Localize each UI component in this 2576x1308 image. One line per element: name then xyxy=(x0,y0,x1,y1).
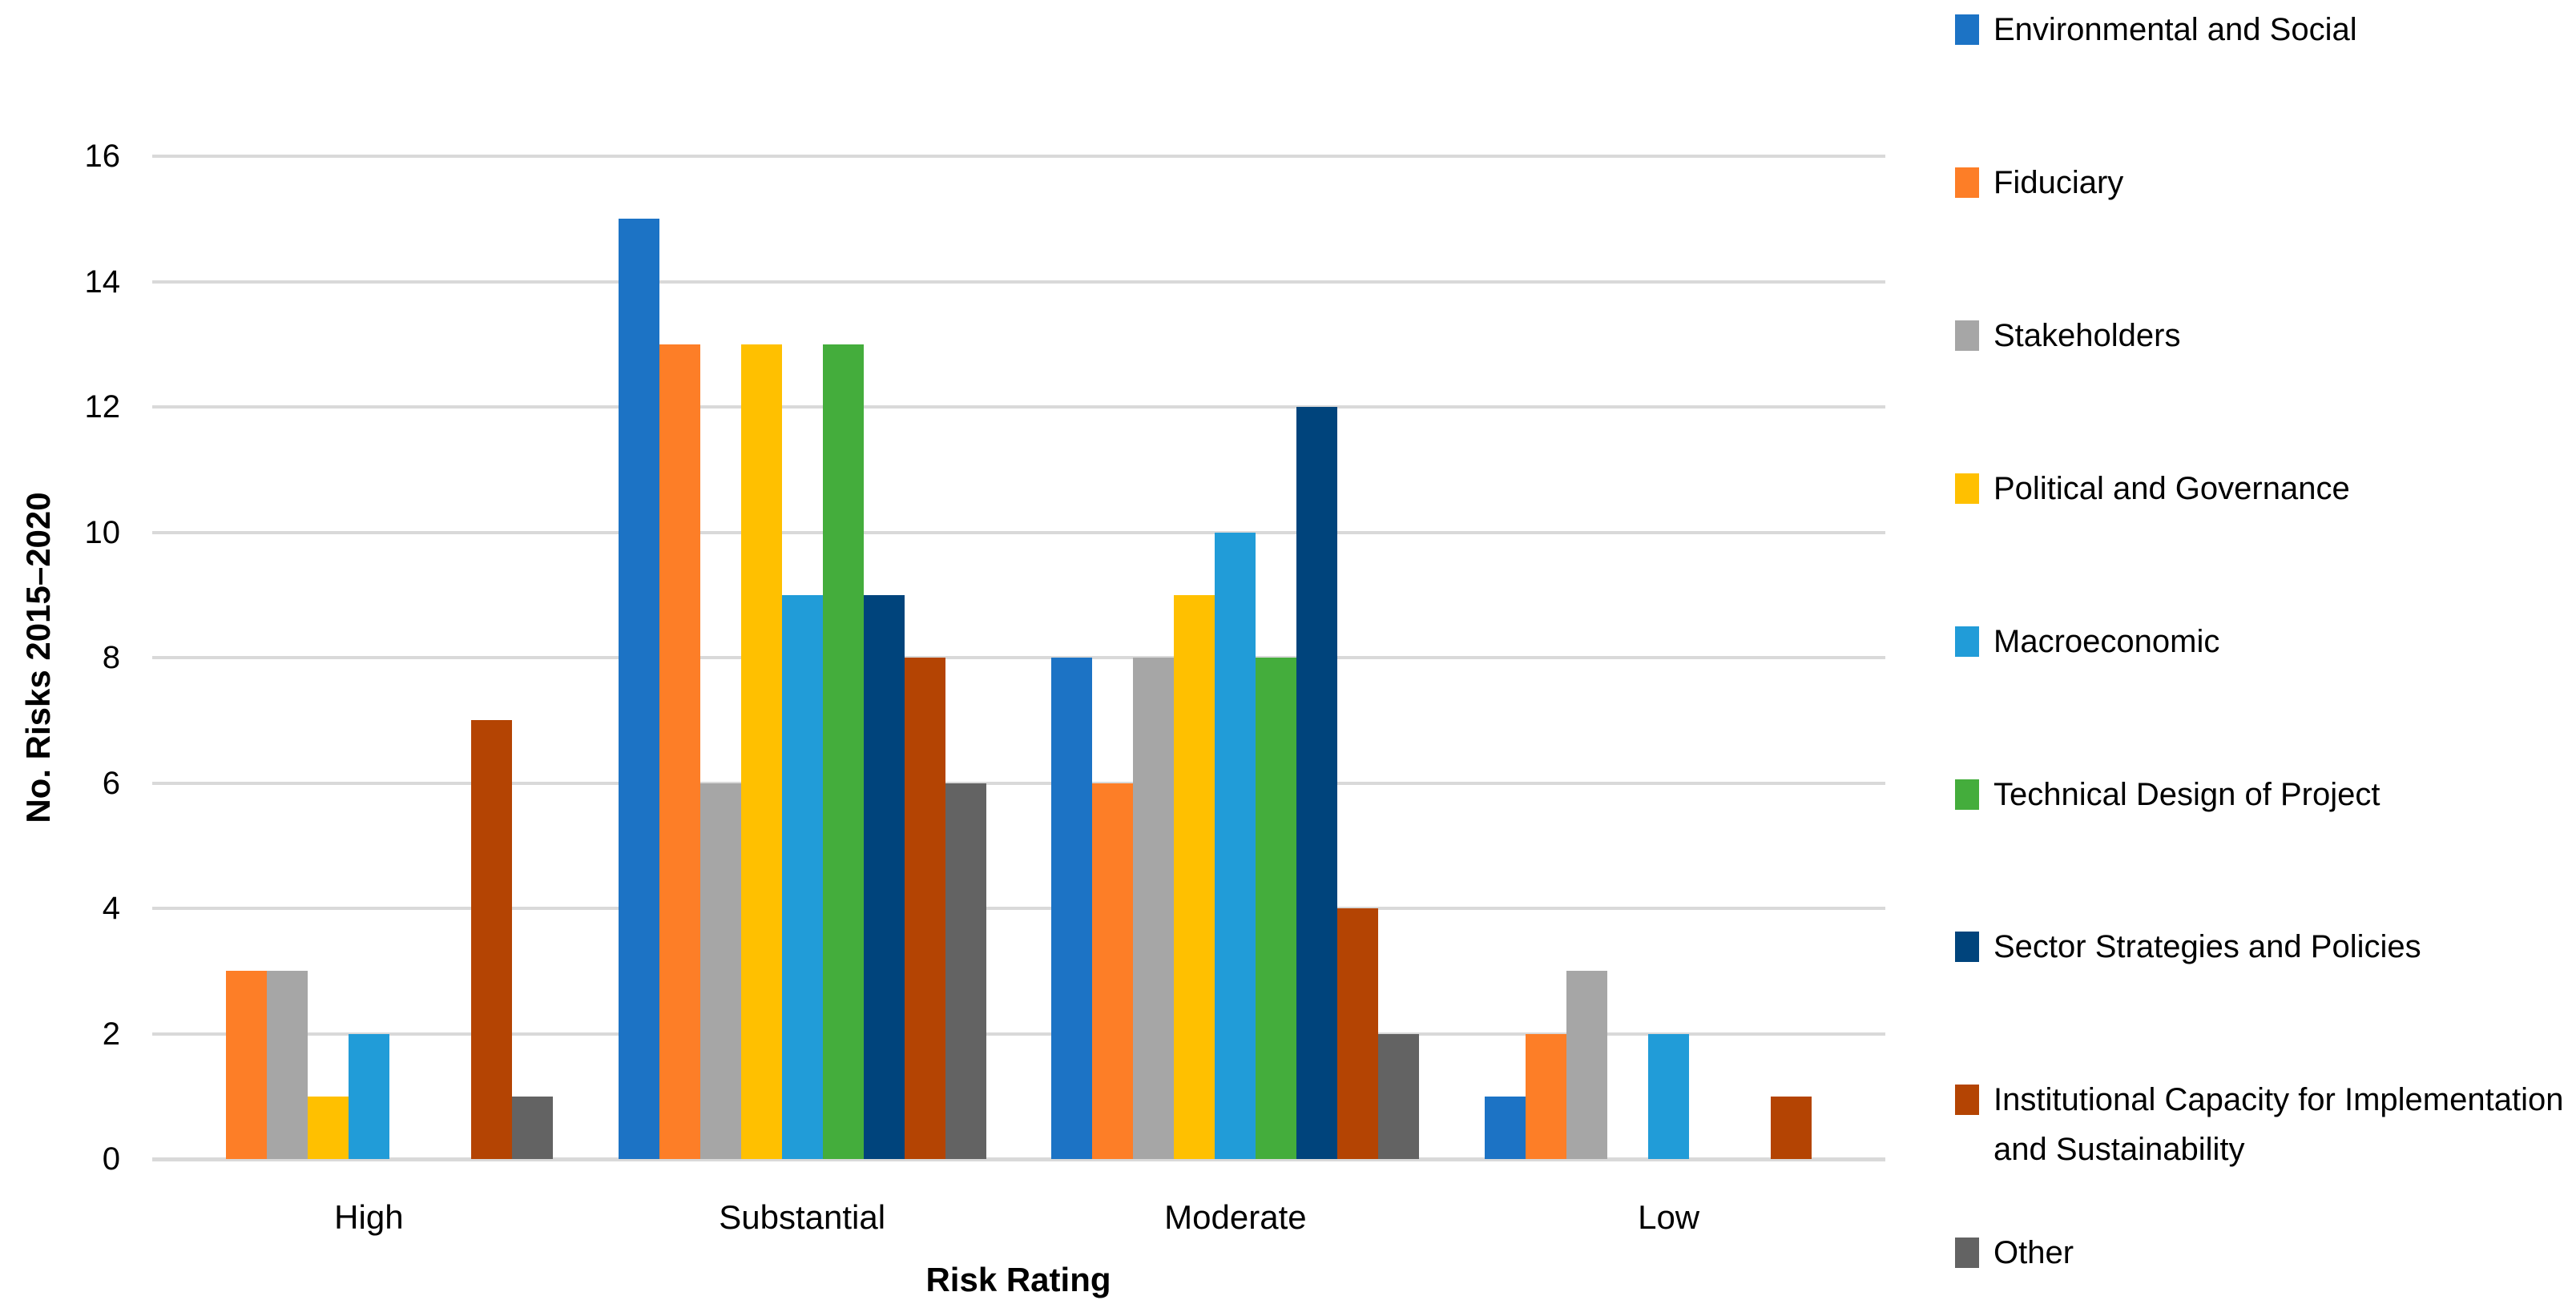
bar xyxy=(1378,1033,1420,1159)
bar xyxy=(618,219,659,1159)
bar xyxy=(1133,658,1175,1159)
x-tick-label: Low xyxy=(1638,1198,1700,1236)
legend-label: Other xyxy=(1993,1235,2074,1271)
bar xyxy=(863,594,905,1159)
bar xyxy=(740,344,782,1159)
legend-item: Other xyxy=(1955,1228,2074,1278)
y-tick-label: 12 xyxy=(84,389,121,425)
y-tick-label: 6 xyxy=(102,765,120,801)
legend-swatch xyxy=(1955,1238,1979,1269)
legend-item: Stakeholders xyxy=(1955,311,2180,360)
y-tick-label: 14 xyxy=(84,264,121,300)
bar xyxy=(470,720,512,1159)
legend-item: Fiduciary xyxy=(1955,158,2123,207)
bar xyxy=(1566,971,1608,1159)
bar xyxy=(659,344,700,1159)
bar xyxy=(225,971,267,1159)
legend-label: Stakeholders xyxy=(1993,317,2181,353)
gridline xyxy=(152,1032,1885,1036)
y-tick-label: 4 xyxy=(102,891,120,926)
bar xyxy=(945,783,986,1159)
legend-item: Political and Governance xyxy=(1955,464,2350,513)
x-tick-label: Substantial xyxy=(719,1198,886,1236)
bar xyxy=(511,1096,553,1159)
gridline xyxy=(152,405,1885,408)
bar xyxy=(1051,658,1093,1159)
bar xyxy=(904,658,945,1159)
gridline xyxy=(152,907,1885,910)
bar xyxy=(1485,1096,1526,1159)
bar xyxy=(348,1033,389,1159)
y-tick-label: 0 xyxy=(102,1141,120,1177)
bar xyxy=(307,1096,349,1159)
legend-swatch xyxy=(1955,14,1979,45)
bar xyxy=(1215,532,1256,1159)
x-tick-label: Moderate xyxy=(1164,1198,1307,1236)
bar xyxy=(1526,1033,1567,1159)
bar xyxy=(1337,908,1379,1159)
y-tick-label: 8 xyxy=(102,640,120,675)
bar xyxy=(1296,407,1338,1159)
legend-swatch xyxy=(1955,167,1979,198)
y-tick-label: 2 xyxy=(102,1016,120,1052)
gridline xyxy=(152,155,1885,158)
x-tick-label: High xyxy=(334,1198,404,1236)
gridline xyxy=(152,781,1885,785)
legend-swatch xyxy=(1955,320,1979,351)
bar xyxy=(822,344,864,1159)
legend-item: Macroeconomic xyxy=(1955,617,2219,666)
legend-swatch xyxy=(1955,779,1979,810)
legend-label: Political and Governance xyxy=(1993,470,2350,506)
gridline xyxy=(152,280,1885,284)
gridline xyxy=(152,1157,1885,1161)
legend-label: Macroeconomic xyxy=(1993,623,2220,659)
bar xyxy=(1771,1096,1812,1159)
legend-label: Sector Strategies and Policies xyxy=(1993,929,2421,965)
legend-label: Technical Design of Project xyxy=(1993,776,2380,812)
legend-item: Sector Strategies and Policies xyxy=(1955,922,2421,972)
bar xyxy=(781,594,823,1159)
gridline xyxy=(152,656,1885,659)
legend-label: Fiduciary xyxy=(1993,164,2124,200)
y-tick-label: 16 xyxy=(84,139,121,174)
legend-item: Technical Design of Project xyxy=(1955,770,2380,819)
legend-swatch xyxy=(1955,626,1979,657)
legend-label: Environmental and Social xyxy=(1993,12,2357,47)
legend-item: Institutional Capacity for Implementatio… xyxy=(1955,1075,2576,1174)
legend-swatch xyxy=(1955,1085,1979,1116)
bar xyxy=(1648,1033,1690,1159)
legend-swatch xyxy=(1955,932,1979,963)
bar xyxy=(266,971,308,1159)
y-tick-label: 10 xyxy=(84,514,121,550)
bar xyxy=(1256,658,1297,1159)
gridline xyxy=(152,530,1885,534)
legend-swatch xyxy=(1955,473,1979,504)
legend-item: Environmental and Social xyxy=(1955,5,2357,54)
bar xyxy=(1092,783,1134,1159)
bar xyxy=(1174,594,1215,1159)
x-axis-title: Risk Rating xyxy=(925,1261,1111,1298)
bar xyxy=(699,783,741,1159)
legend-label: Institutional Capacity for Implementatio… xyxy=(1993,1082,2564,1168)
